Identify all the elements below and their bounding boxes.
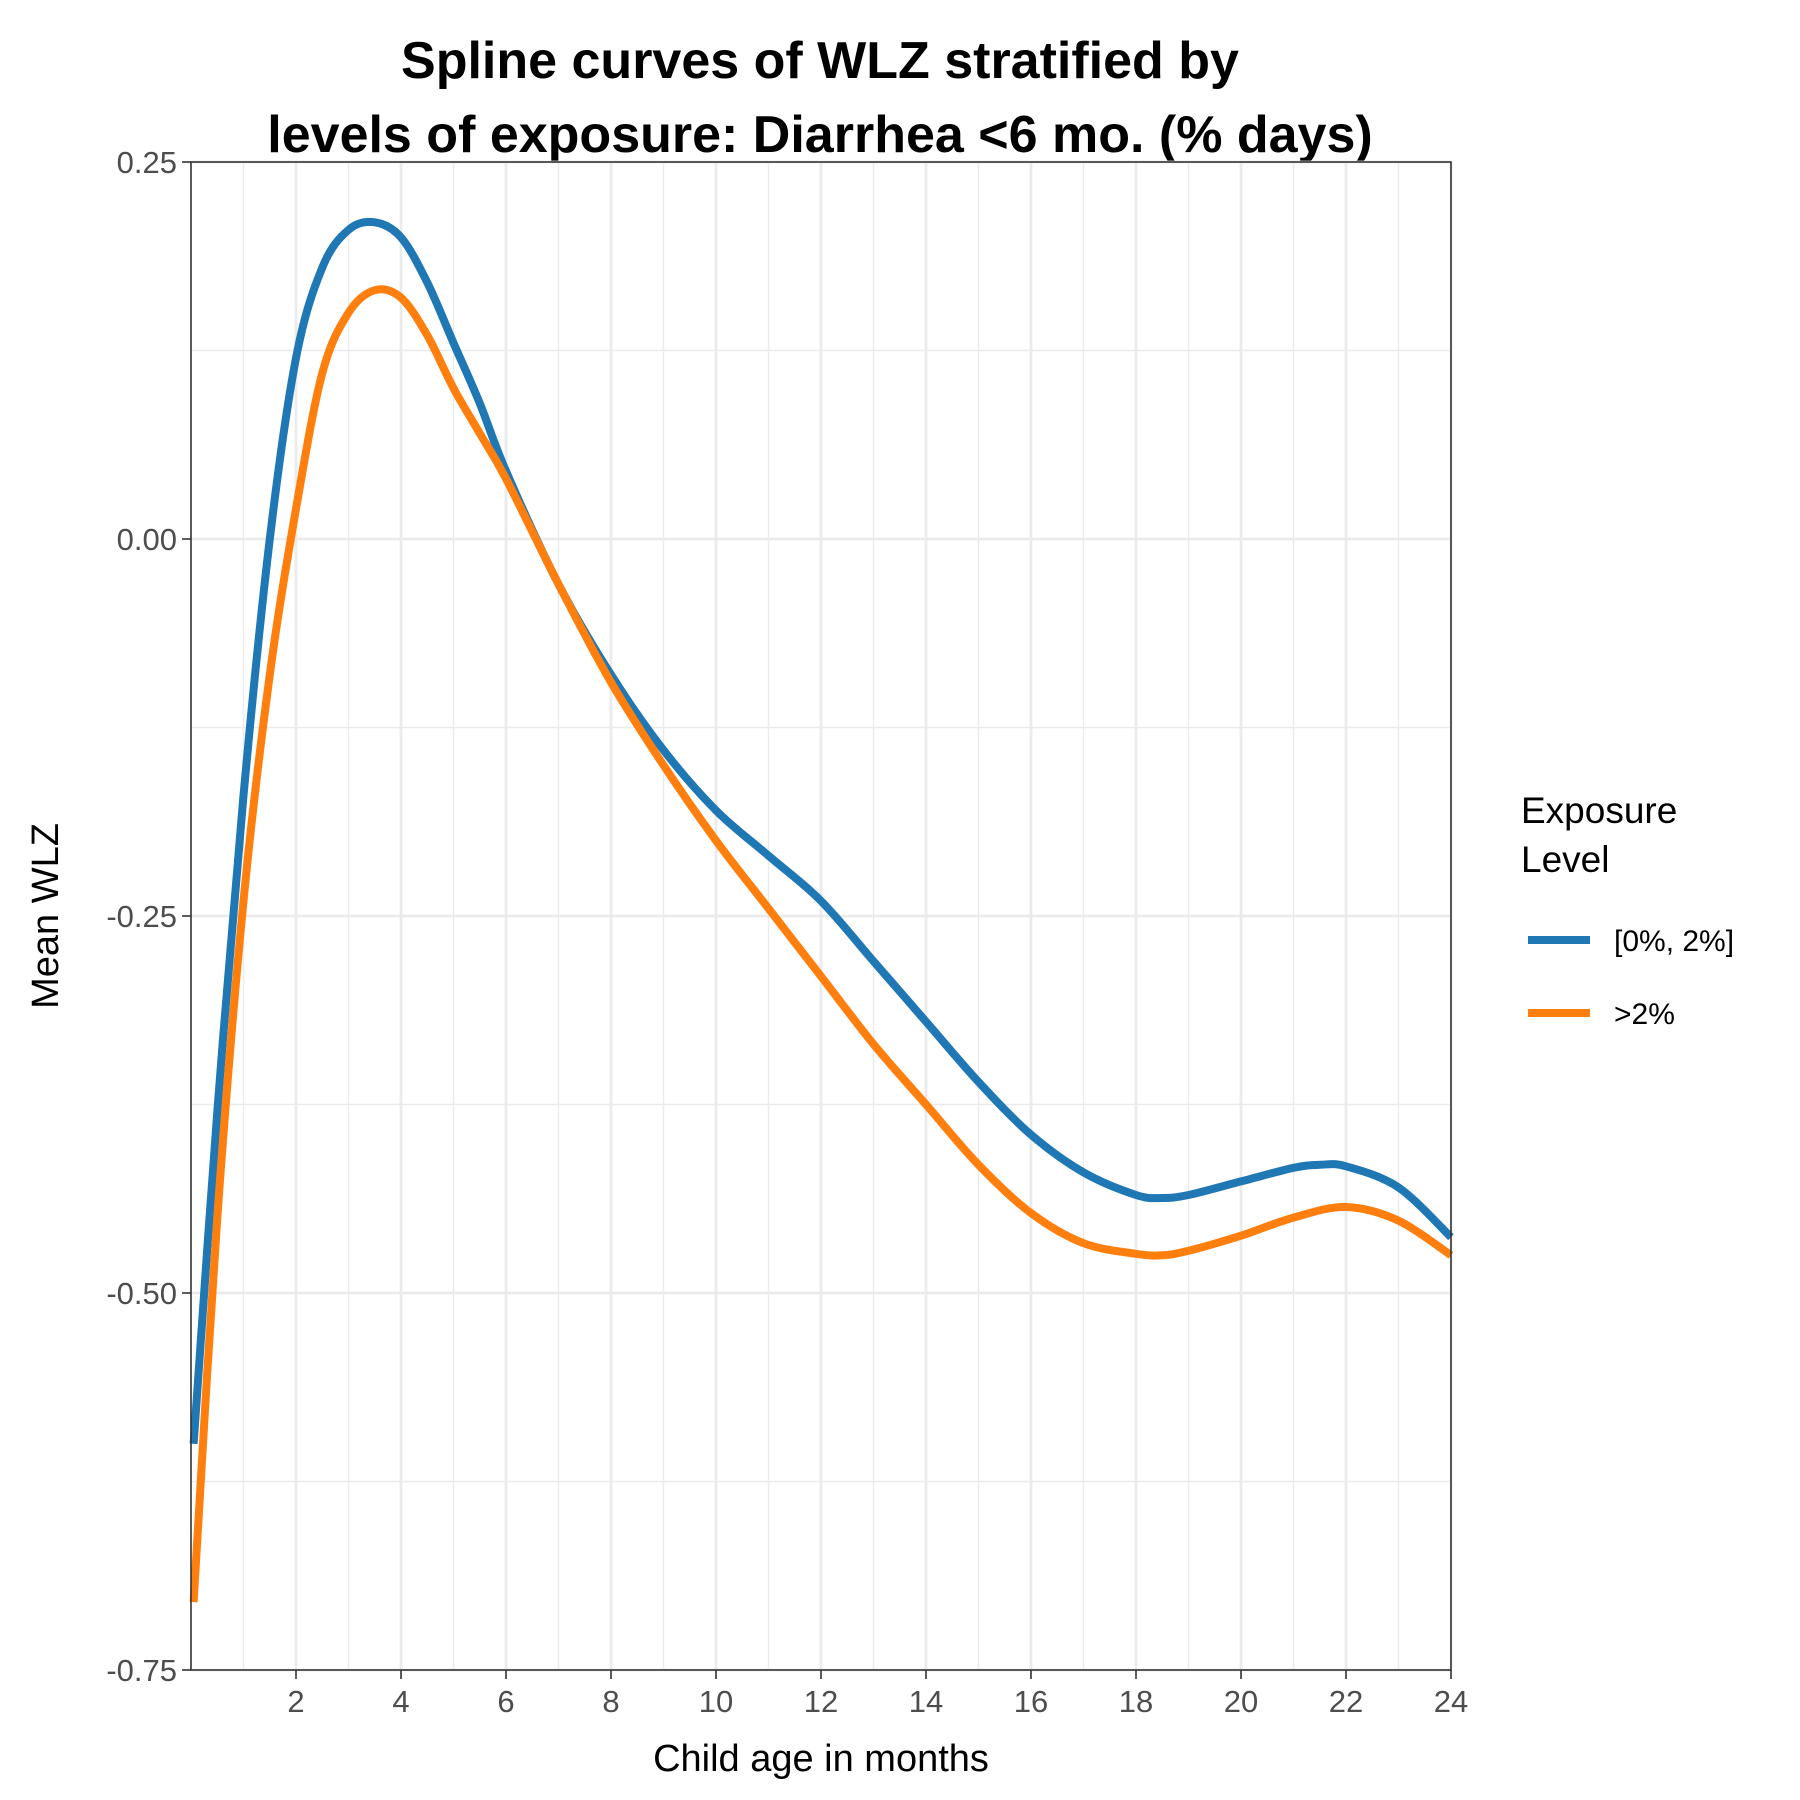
legend-label: [0%, 2%] bbox=[1614, 925, 1734, 958]
x-tick-label: 2 bbox=[287, 1684, 304, 1719]
x-tick-label: 4 bbox=[392, 1684, 409, 1719]
y-tick-label: -0.25 bbox=[106, 899, 177, 934]
axis-ticks: 2 4 6 8 10 12 14 16 18 20 22 240.250.00-0.25-0.50-0… bbox=[106, 145, 1468, 1719]
legend-label: >2% bbox=[1614, 998, 1675, 1031]
x-tick-label: 8 bbox=[602, 1684, 619, 1719]
series-lines bbox=[189, 217, 1454, 1603]
x-tick-label: 10 bbox=[699, 1684, 733, 1719]
legend-title-line-1: Exposure bbox=[1521, 790, 1677, 831]
chart-title-line-1: Spline curves of WLZ stratified by bbox=[401, 32, 1239, 90]
x-tick-label: 20 bbox=[1224, 1684, 1258, 1719]
x-tick-label: 12 bbox=[804, 1684, 838, 1719]
chart-title-line-2: levels of exposure: Diarrhea <6 mo. (% d… bbox=[267, 106, 1372, 164]
y-axis-title: Mean WLZ bbox=[25, 823, 67, 1009]
y-tick-label: 0.25 bbox=[117, 145, 177, 180]
x-tick-label: 6 bbox=[497, 1684, 514, 1719]
y-tick-label: -0.50 bbox=[106, 1276, 177, 1311]
legend-title-line-2: Level bbox=[1521, 839, 1609, 880]
y-tick-label: -0.75 bbox=[106, 1653, 177, 1688]
series-line-1 bbox=[189, 217, 1454, 1445]
x-tick-label: 16 bbox=[1014, 1684, 1048, 1719]
y-tick-label: 0.00 bbox=[117, 522, 177, 557]
x-axis-title: Child age in months bbox=[653, 1738, 989, 1780]
x-tick-label: 24 bbox=[1434, 1684, 1468, 1719]
series-line-2 bbox=[189, 285, 1454, 1603]
x-tick-label: 18 bbox=[1119, 1684, 1153, 1719]
x-tick-label: 14 bbox=[909, 1684, 943, 1719]
legend: [0%, 2%] >2% bbox=[1528, 925, 1734, 1031]
x-tick-label: 22 bbox=[1329, 1684, 1363, 1719]
